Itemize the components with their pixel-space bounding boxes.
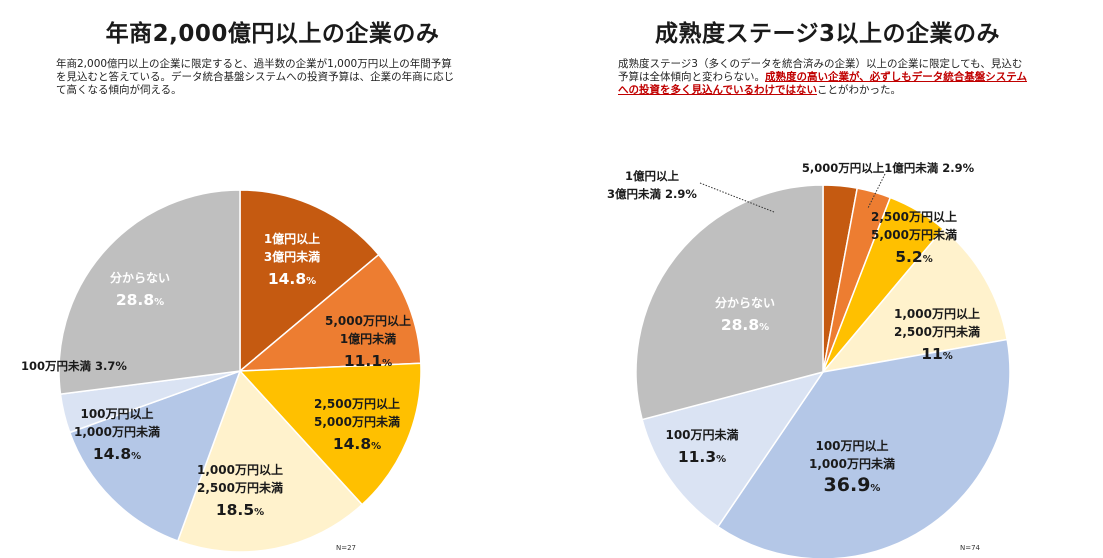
slice-value: 14.8: [333, 435, 371, 453]
slice-value: 11.3: [678, 448, 716, 466]
slice-unit: %: [254, 507, 264, 518]
pie-chart-maturity-stage: 1億円以上 3億円未満 2.9% 5,000万円以上1億円未満 2.9% 2,500万…: [607, 161, 1011, 558]
slice-label-line: 100万円以上: [80, 406, 153, 421]
slice-label-line: 100万円未満 3.7%: [21, 359, 127, 373]
slice-label: 100万円以上 1,000万円未満 14.8%: [74, 406, 160, 463]
slice-unit: %: [306, 276, 316, 287]
description-part: ことがわかった。: [816, 84, 901, 96]
slice-label-line: 分からない: [110, 270, 170, 285]
slice-label: 100万円以上 1,000万円未満 36.9%: [809, 438, 895, 496]
sample-size-label: N=74: [960, 544, 981, 552]
slice-label-line: 5,000万円未満: [871, 227, 957, 242]
slice-value: 18.5: [216, 501, 254, 519]
slice-value: 28.8: [721, 316, 759, 334]
slice-label-line: 1,000万円以上: [197, 462, 283, 477]
pie-slice: [635, 184, 824, 421]
slice-unit: %: [870, 483, 880, 494]
slice-label-line: 100万円未満: [665, 427, 738, 442]
pie-slice: [716, 338, 1011, 558]
pie-chart-annual-revenue: 1億円以上 3億円未満 14.8%5,000万円以上 1億円未満 11.1%2,500万…: [21, 189, 422, 553]
chart-panel-annual-revenue: 年商2,000億円以上の企業のみ 年商2,000億円以上の企業に限定すると、過半…: [0, 0, 545, 558]
slice-value: 14.8: [268, 270, 306, 288]
leader-line: [867, 173, 886, 209]
slice-label-line: 1,000万円未満: [74, 424, 160, 439]
chart-title: 年商2,000億円以上の企業のみ: [105, 21, 440, 47]
slice-unit: %: [943, 351, 953, 362]
slice-value: 5.2: [895, 248, 922, 266]
slice-label: 5,000万円以上 1億円未満 11.1%: [325, 313, 411, 370]
pie-slices: [635, 184, 1011, 558]
pie-slice: [237, 253, 422, 372]
pie-slice: [821, 227, 1009, 374]
slice-unit: %: [923, 254, 933, 265]
slice-label-line: 5,000万円未満: [314, 414, 400, 429]
description-highlight: 成熟度の高い企業が、必ずしもデータ統合基盤システムへの投資を多く見込んでいるわけ…: [618, 71, 1027, 96]
slice-value: 11: [921, 345, 943, 363]
slice-value: 28.8: [116, 291, 154, 309]
chart-description: 年商2,000億円以上の企業に限定すると、過半数の企業が1,000万円以上の年間…: [56, 58, 455, 96]
pie-slice: [239, 189, 380, 373]
slice-value: 14.8: [93, 445, 131, 463]
slice-unit: %: [382, 358, 392, 369]
pie-slices: [58, 189, 422, 553]
slice-label: 100万円未満 3.7%: [21, 359, 127, 373]
chart-title: 成熟度ステージ3以上の企業のみ: [654, 21, 1001, 47]
pie-slice: [58, 189, 241, 395]
pie-slice: [68, 369, 242, 542]
pie-slice: [238, 362, 422, 506]
slice-label-line: 2,500万円以上: [871, 209, 957, 224]
slice-unit: %: [131, 451, 141, 462]
slice-label-line: 1億円以上: [264, 231, 320, 246]
slice-unit: %: [716, 454, 726, 465]
pie-labels: 1億円以上 3億円未満 2.9% 5,000万円以上1億円未満 2.9% 2,500万…: [607, 161, 980, 496]
slice-value: 36.9: [824, 474, 871, 496]
slice-label-line: 1,000万円以上: [894, 306, 980, 321]
slice-value: 11.1: [344, 352, 382, 370]
slice-label-line: 2,500万円未満: [197, 480, 283, 495]
pie-labels: 1億円以上 3億円未満 14.8%5,000万円以上 1億円未満 11.1%2,500万…: [21, 231, 411, 519]
slice-unit: %: [371, 441, 381, 452]
slice-label-line: 分からない: [715, 295, 775, 310]
slice-label-line: 1,000万円未満: [809, 456, 895, 471]
slice-label: 2,500万円以上 5,000万円未満 14.8%: [314, 396, 400, 453]
description-part: 成熟度ステージ3（多くのデータを統合済みの企業）以上の企業に限定しても、見込む予…: [618, 58, 1023, 83]
slice-label-line: 5,000万円以上: [325, 313, 411, 328]
pie-slice: [641, 370, 825, 528]
slice-label-line: 5,000万円以上1億円未満 2.9%: [802, 161, 975, 175]
slice-label: 100万円未満 11.3%: [665, 427, 738, 466]
slice-label: 5,000万円以上1億円未満 2.9%: [802, 161, 975, 175]
slice-label: 1億円以上 3億円未満 14.8%: [264, 231, 320, 288]
slice-label: 分からない 28.8%: [715, 295, 775, 334]
slice-label: 1億円以上 3億円未満 2.9%: [607, 169, 697, 201]
slice-label-line: 1億円未満: [340, 331, 396, 346]
slice-label-line: 1億円以上: [625, 169, 680, 183]
slice-label: 1,000万円以上 2,500万円未満 18.5%: [197, 462, 283, 519]
slice-unit: %: [759, 322, 769, 333]
chart-description: 成熟度ステージ3（多くのデータを統合済みの企業）以上の企業に限定しても、見込む予…: [618, 58, 1028, 97]
slice-label: 1,000万円以上 2,500万円未満 11%: [894, 306, 980, 363]
leader-line: [699, 182, 775, 213]
slice-unit: %: [154, 297, 164, 308]
slice-label-line: 3億円未満 2.9%: [607, 187, 697, 201]
chart-panel-maturity-stage: 成熟度ステージ3以上の企業のみ 成熟度ステージ3（多くのデータを統合済みの企業）…: [552, 0, 1103, 558]
sample-size-label: N=27: [336, 544, 357, 552]
slice-label-line: 2,500万円未満: [894, 324, 980, 339]
slice-label-line: 100万円以上: [815, 438, 888, 453]
slice-label: 分からない 28.8%: [110, 270, 170, 309]
slice-label-line: 3億円未満: [264, 249, 320, 264]
slice-label-line: 2,500万円以上: [314, 396, 400, 411]
slice-label: 2,500万円以上 5,000万円未満 5.2%: [871, 209, 957, 266]
